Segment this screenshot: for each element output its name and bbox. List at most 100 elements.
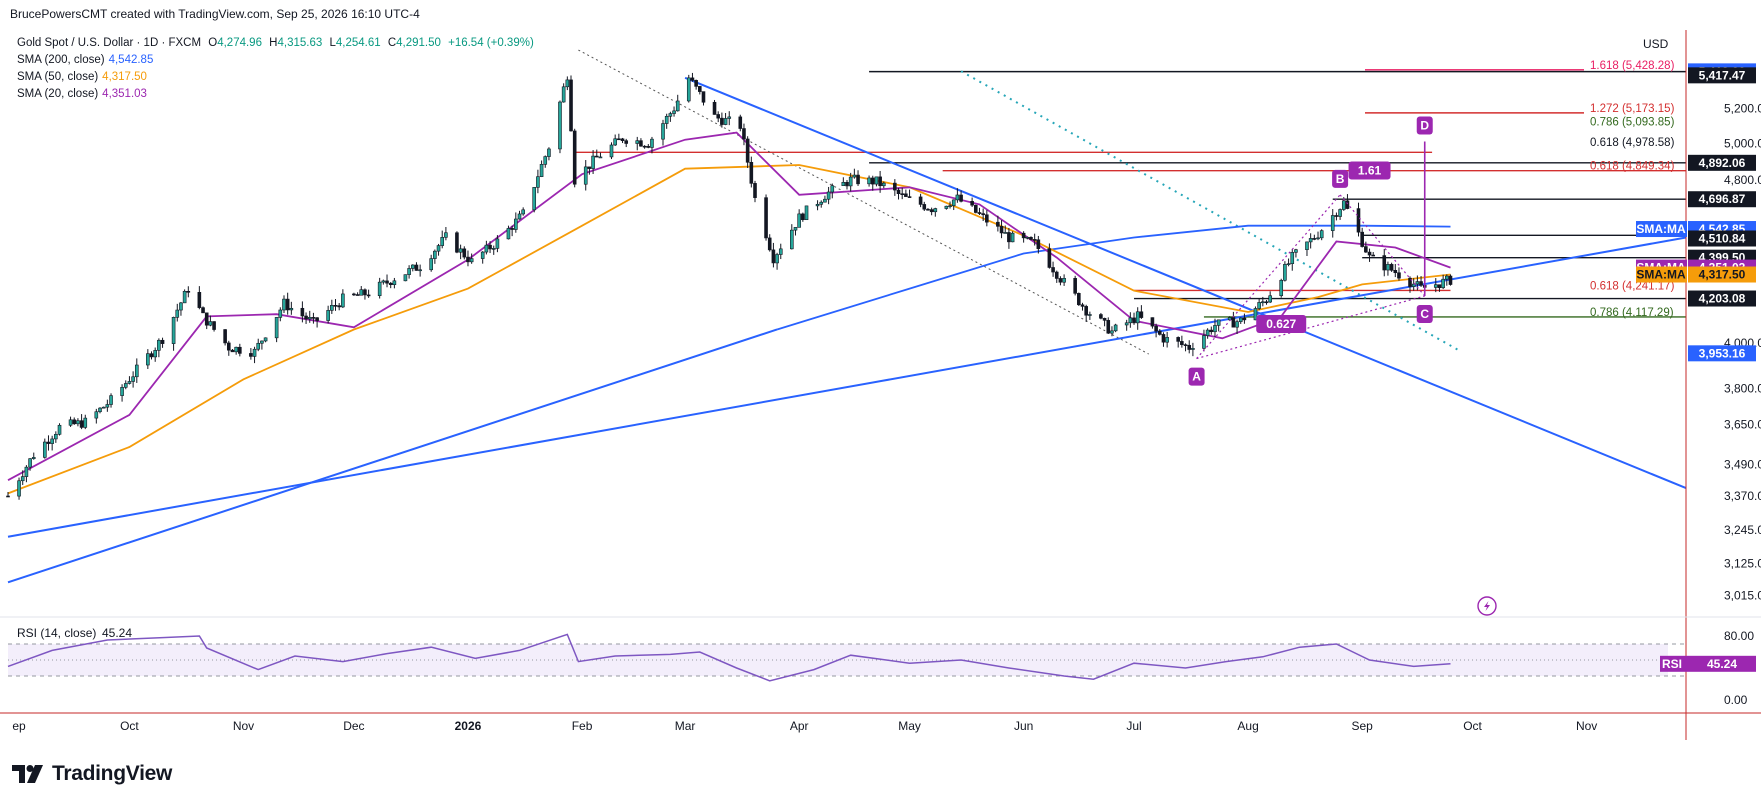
candle-body: [79, 420, 84, 428]
candle-body: [256, 342, 261, 350]
candle-body: [767, 237, 772, 251]
candle-body: [845, 181, 849, 187]
moving-average-line: [7, 131, 1451, 481]
candle-body: [1330, 215, 1335, 231]
candle-body: [171, 317, 176, 344]
candle-body: [539, 164, 544, 177]
candle-body: [922, 204, 927, 210]
candle-body: [274, 317, 279, 339]
candle-body: [742, 128, 746, 140]
time-tick-label: Apr: [790, 719, 809, 733]
candle-body: [414, 264, 419, 271]
lightning-icon[interactable]: [1477, 596, 1497, 616]
candle-body: [1102, 317, 1107, 321]
candle-body: [1312, 238, 1317, 240]
candle-body: [403, 274, 408, 282]
candle-body: [388, 282, 393, 285]
candle-body: [333, 305, 338, 307]
fib-level-label: 0.786 (5,093.85): [1590, 117, 1675, 129]
rsi-tick-label: 0.00: [1724, 693, 1748, 707]
candle-body: [282, 298, 286, 311]
candle-body: [28, 458, 32, 468]
candle-body: [543, 156, 548, 165]
candle-body: [841, 181, 846, 187]
candle-body: [1242, 317, 1247, 321]
candle-body: [153, 350, 157, 358]
abcd-leg-ab: [1196, 194, 1341, 359]
rsi-legend-value: 45.24: [102, 626, 132, 640]
candle-body: [558, 101, 562, 150]
candle-body: [852, 174, 857, 178]
candle-body: [1106, 320, 1111, 334]
rsi-badge-label: RSI: [1662, 657, 1682, 671]
currency-label: USD: [1643, 37, 1669, 51]
candle-body: [480, 251, 485, 259]
candle-body: [900, 193, 904, 195]
candle-body: [591, 155, 595, 169]
price-tag: [1688, 67, 1756, 84]
price-tag: [1688, 230, 1756, 247]
candle-body: [1437, 284, 1442, 289]
rsi-tick-label: 80.00: [1724, 629, 1754, 643]
candle-body: [1191, 348, 1195, 350]
candle-body: [712, 101, 717, 115]
time-tick-label: May: [898, 719, 921, 733]
candle-body: [793, 227, 798, 231]
ohlc-low: L4,254.61: [329, 37, 381, 49]
candle-body: [83, 417, 88, 428]
candle-body: [440, 237, 445, 246]
candle-body: [410, 264, 415, 269]
moving-average-line: [7, 164, 1451, 495]
candle-body: [363, 289, 367, 296]
candle-body: [904, 193, 908, 197]
candle-body: [1202, 335, 1206, 349]
legend-sma200[interactable]: SMA (200, close) 4,542.85: [17, 54, 154, 66]
candle-body: [50, 438, 54, 444]
time-tick-label: ep: [12, 719, 26, 733]
price-tag-label: 4,696.87: [1699, 192, 1746, 206]
candle-body: [985, 214, 989, 223]
price-tick-label: 3,125.00: [1724, 556, 1761, 570]
symbol-row[interactable]: Gold Spot / U.S. Dollar · 1D · FXCM O4,2…: [17, 35, 534, 52]
legend-sma20[interactable]: SMA (20, close) 4,351.03: [17, 88, 147, 100]
candle-body: [926, 208, 930, 211]
candle-body: [510, 228, 514, 230]
tradingview-logo[interactable]: TradingView: [12, 762, 172, 786]
candle-body: [745, 138, 750, 163]
time-tick-label: Feb: [572, 719, 593, 733]
candle-body: [867, 177, 871, 185]
candle-body: [723, 118, 728, 125]
candle-body: [749, 161, 754, 184]
candle-body: [642, 145, 647, 148]
candle-body: [727, 116, 732, 119]
candle-body: [326, 310, 330, 321]
candle-body: [466, 256, 470, 263]
candle-body: [208, 321, 213, 326]
candle-body: [698, 86, 702, 92]
abcd-point-label: A: [1192, 370, 1201, 384]
candle-body: [304, 315, 308, 320]
ohlc-open: O4,274.96: [208, 37, 262, 49]
candle-body: [848, 176, 853, 187]
moving-average-lines: [7, 131, 1451, 495]
candle-body: [24, 466, 29, 477]
time-tick-label: Jun: [1014, 719, 1033, 733]
legend-sma50[interactable]: SMA (50, close) 4,317.50: [17, 71, 147, 83]
candle-body: [315, 317, 319, 321]
candle-body: [1110, 330, 1114, 334]
candle-body: [300, 307, 305, 317]
candle-body: [1415, 281, 1420, 285]
candle-body: [6, 495, 10, 498]
candle-body: [948, 205, 952, 208]
candle-body: [1054, 271, 1059, 279]
time-tick-label: Sep: [1351, 719, 1373, 733]
price-tick-label: 3,800.00: [1724, 382, 1761, 396]
price-tick-label: 3,015.00: [1724, 589, 1761, 603]
candle-body: [1338, 209, 1342, 217]
rsi-pane[interactable]: RSI (14, close) 45.24 80.00 0.00: [7, 626, 1754, 707]
candle-body: [1051, 267, 1055, 273]
candle-body: [1088, 314, 1092, 316]
candle-body: [381, 280, 386, 283]
trendline: [7, 328, 778, 584]
